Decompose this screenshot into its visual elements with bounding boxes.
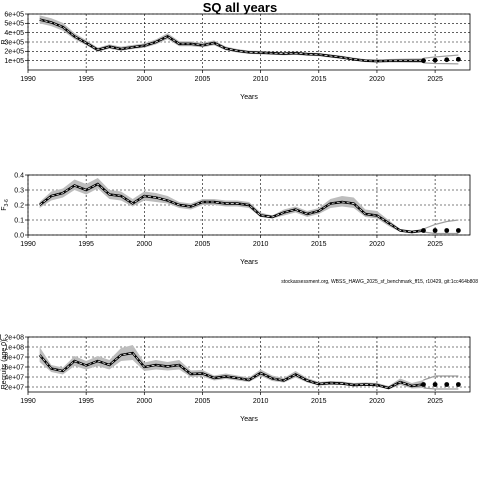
x-tick-label: 1995 — [78, 76, 94, 83]
x-tick-label: 2020 — [369, 398, 385, 405]
x-tick-label: 2025 — [427, 76, 443, 83]
y-tick-label: 0.1 — [14, 217, 24, 224]
x-tick-label: 2000 — [137, 398, 153, 405]
confidence-band — [39, 178, 424, 234]
y-tick-label: 2e+05 — [4, 49, 24, 56]
x-tick-label: 2015 — [311, 76, 327, 83]
projection-upper-line — [423, 219, 459, 230]
x-tick-label: 1990 — [20, 76, 36, 83]
y-axis-label: Recruits (age 0) — [1, 340, 8, 390]
y-axis-label: R — [1, 39, 8, 44]
projection-point — [455, 56, 461, 62]
y-axis-label-subscript: 3-6 — [4, 199, 10, 206]
projection-point — [444, 382, 450, 387]
y-tick-label: 0.3 — [14, 187, 24, 194]
projection-point — [432, 57, 438, 63]
projection-upper-line — [423, 375, 459, 381]
x-tick-label: 1995 — [78, 241, 94, 248]
y-tick-label: 3e+05 — [4, 39, 24, 46]
y-tick-label: 1.2e+08 — [0, 334, 24, 341]
y-tick-label: 4e+07 — [4, 374, 24, 381]
x-tick-label: 2010 — [253, 241, 269, 248]
projection-upper-line — [423, 54, 459, 59]
panel-f: 1990 1995 2000 2005 2010 2015 2020 2025 0.0 0.1 0.… — [1, 172, 471, 266]
x-tick-label: 2015 — [311, 241, 327, 248]
x-tick-label: 2000 — [137, 76, 153, 83]
projection-point — [455, 228, 461, 233]
estimate-line-dashes — [39, 19, 424, 62]
projection-point — [421, 228, 426, 233]
y-tick-label: 1e+05 — [4, 58, 24, 65]
x-tick-label: 2025 — [427, 241, 443, 248]
x-axis-label: Years — [240, 416, 258, 423]
estimate-line — [38, 182, 424, 234]
y-tick-label: 5e+05 — [4, 21, 24, 28]
y-tick-label: 6e+05 — [4, 11, 24, 18]
y-tick-label: 2e+07 — [4, 384, 24, 391]
plot-frame — [27, 336, 471, 393]
projection-point — [421, 382, 426, 387]
x-tick-label: 2010 — [253, 398, 269, 405]
estimate-line — [39, 18, 424, 63]
x-tick-label: 2005 — [195, 241, 211, 248]
x-tick-label: 2025 — [427, 398, 443, 405]
x-axis-label: Years — [240, 94, 258, 101]
panel-recruits: 1990 1995 2000 2005 2010 2015 2020 2025 2e+07 4e+… — [0, 334, 471, 423]
confidence-band — [39, 15, 424, 63]
y-tick-label: 0.0 — [14, 232, 24, 239]
y-tick-label: 1e+08 — [4, 344, 24, 351]
projection-lower-line — [423, 231, 459, 235]
x-tick-label: 2010 — [253, 76, 269, 83]
chart-title: SQ all years — [203, 0, 277, 15]
x-tick-label: 2005 — [195, 76, 211, 83]
projection-lower-line — [423, 387, 459, 390]
x-tick-label: 1995 — [78, 398, 94, 405]
x-tick-label: 2015 — [311, 398, 327, 405]
projection-point — [444, 57, 450, 63]
estimate-line-dashes — [39, 183, 424, 233]
x-axis-label: Years — [240, 259, 258, 266]
panel-r: 1990 1995 2000 2005 2010 2015 2020 2025 1e+05 2e+… — [1, 11, 471, 101]
y-tick-label: 6e+07 — [4, 364, 24, 371]
x-tick-label: 1990 — [20, 241, 36, 248]
x-tick-label: 1990 — [20, 398, 36, 405]
projection-point — [455, 382, 461, 387]
projection-lower-line — [423, 62, 459, 65]
projection-point — [421, 58, 426, 64]
projection-point — [444, 228, 450, 233]
y-axis-label: F3-6 — [1, 199, 10, 211]
estimate-line-dashes — [39, 352, 424, 389]
projection-point — [432, 382, 438, 387]
x-tick-label: 2005 — [195, 398, 211, 405]
y-tick-label: 0.2 — [14, 202, 24, 209]
y-tick-label: 4e+05 — [4, 30, 24, 37]
x-tick-label: 2020 — [369, 76, 385, 83]
x-tick-label: 2000 — [137, 241, 153, 248]
y-tick-label: 0.4 — [14, 172, 24, 179]
projection-point — [432, 228, 438, 233]
y-tick-label: 8e+07 — [4, 354, 24, 361]
footnote: stockassessment.org, WBSS_HAWG_2025_sf_b… — [281, 279, 478, 285]
x-tick-label: 2020 — [369, 241, 385, 248]
